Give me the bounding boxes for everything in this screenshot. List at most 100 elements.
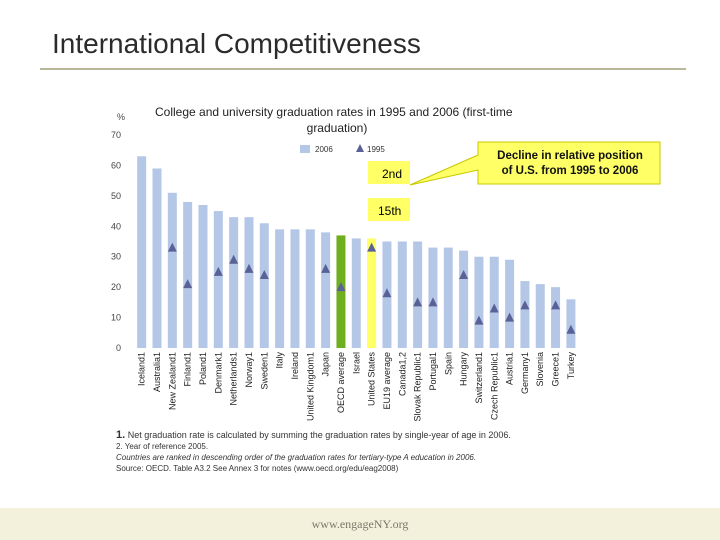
x-tick-label: Austria1 bbox=[505, 352, 515, 385]
marker-1995 bbox=[566, 324, 576, 334]
y-tick-label: 60 bbox=[111, 160, 121, 170]
note-1-text: Net graduation rate is calculated by sum… bbox=[125, 430, 511, 440]
x-tick-label: Italy bbox=[275, 352, 285, 369]
marker-1995 bbox=[382, 288, 392, 298]
bar-2006 bbox=[474, 256, 484, 348]
y-tick-label: 10 bbox=[111, 313, 121, 323]
x-tick-label: Hungary bbox=[459, 352, 469, 387]
marker-1995 bbox=[336, 282, 346, 292]
callout-line2: of U.S. from 1995 to 2006 bbox=[502, 165, 639, 177]
x-tick-label: Norway1 bbox=[244, 352, 254, 388]
bar-2006 bbox=[198, 204, 208, 348]
bar-2006 bbox=[137, 156, 147, 348]
x-tick-label: Finland1 bbox=[183, 352, 193, 387]
footer-band bbox=[0, 508, 720, 540]
y-tick-label: 70 bbox=[111, 130, 121, 140]
bar-2006 bbox=[213, 211, 223, 348]
marker-1995 bbox=[244, 263, 254, 273]
rank-1995-value: 2nd bbox=[382, 167, 402, 181]
x-tick-label: Greece1 bbox=[551, 352, 561, 387]
legend-2006-label: 2006 bbox=[315, 145, 333, 154]
bar-2006 bbox=[551, 287, 561, 348]
y-axis-label: % bbox=[117, 112, 125, 122]
bar-2006 bbox=[520, 281, 530, 348]
bar-2006 bbox=[229, 217, 239, 348]
x-tick-label: Poland1 bbox=[198, 352, 208, 385]
bar-2006 bbox=[459, 250, 469, 348]
bar-2006 bbox=[566, 299, 576, 348]
callout-line1: Decline in relative position bbox=[497, 150, 643, 162]
x-tick-label: Netherlands1 bbox=[229, 352, 239, 406]
marker-1995 bbox=[459, 269, 469, 279]
x-tick-label: Canada1,2 bbox=[397, 352, 407, 396]
x-tick-label: Israel bbox=[351, 352, 361, 374]
x-tick-label: Australia1 bbox=[152, 352, 162, 392]
x-tick-label: Ireland bbox=[290, 352, 300, 380]
x-tick-label: Turkey bbox=[566, 352, 576, 380]
bar-2006 bbox=[321, 232, 331, 348]
footer-url: www.engageNY.org bbox=[311, 517, 409, 531]
legend-2006-swatch bbox=[300, 145, 310, 153]
marker-1995 bbox=[259, 269, 269, 279]
x-tick-label: Portugal1 bbox=[428, 352, 438, 391]
legend-1995-label: 1995 bbox=[367, 145, 385, 154]
rank-2006-value: 15th bbox=[378, 204, 401, 218]
bar-2006 bbox=[413, 241, 423, 348]
marker-1995 bbox=[229, 254, 239, 264]
marker-1995 bbox=[520, 300, 530, 310]
x-tick-label: Iceland1 bbox=[137, 352, 147, 386]
marker-1995 bbox=[367, 242, 377, 252]
bar-2006 bbox=[275, 229, 285, 348]
y-tick-label: 30 bbox=[111, 252, 121, 262]
bar-2006 bbox=[505, 259, 515, 348]
bar-2006 bbox=[397, 241, 407, 348]
rank-1995-box bbox=[368, 161, 410, 184]
note-2: 2. Year of reference 2005. bbox=[116, 442, 209, 451]
bar-2006 bbox=[183, 201, 193, 348]
marker-1995 bbox=[428, 297, 438, 307]
note-1-number: 1. bbox=[116, 429, 126, 441]
x-tick-label: EU19 average bbox=[382, 352, 392, 410]
rank-1995-label: 2nd bbox=[382, 167, 402, 181]
x-tick-label: United Kingdom1 bbox=[305, 352, 315, 421]
title-divider bbox=[40, 68, 686, 70]
rank-2006-label: 15th bbox=[378, 204, 401, 218]
marker-1995 bbox=[474, 315, 484, 325]
x-tick-label: Denmark1 bbox=[213, 352, 223, 394]
note-3: Countries are ranked in descending order… bbox=[116, 453, 477, 462]
x-tick-label: Slovenia bbox=[535, 352, 545, 387]
marker-1995 bbox=[551, 300, 561, 310]
y-tick-label: 0 bbox=[116, 343, 121, 353]
note-source: Source: OECD. Table A3.2 See Annex 3 for… bbox=[116, 464, 399, 473]
bar-2006 bbox=[167, 192, 177, 348]
x-tick-label: Germany1 bbox=[520, 352, 530, 394]
bar-2006 bbox=[305, 229, 315, 348]
x-tick-label: Slovak Republic1 bbox=[413, 352, 423, 422]
legend-1995-marker bbox=[356, 144, 364, 152]
marker-1995 bbox=[167, 242, 177, 252]
x-tick-label: OECD average bbox=[336, 352, 346, 413]
x-tick-label: United States bbox=[367, 352, 377, 407]
bar-2006 bbox=[259, 223, 269, 348]
bar-2006 bbox=[336, 235, 346, 348]
x-tick-label: New Zealand1 bbox=[167, 352, 177, 410]
bar-2006 bbox=[351, 238, 361, 348]
marker-1995 bbox=[213, 266, 223, 276]
rank-2006-box bbox=[368, 198, 410, 221]
x-tick-label: Czech Republic1 bbox=[489, 352, 499, 420]
x-tick-label: Switzerland1 bbox=[474, 352, 484, 404]
marker-1995 bbox=[183, 279, 193, 289]
marker-1995 bbox=[505, 312, 515, 322]
bar-2006 bbox=[443, 247, 453, 348]
chart-title-line1: College and university graduation rates … bbox=[155, 105, 513, 119]
bar-2006 bbox=[535, 284, 545, 348]
bar-2006 bbox=[244, 217, 254, 348]
bar-2006 bbox=[152, 168, 162, 348]
note-1: 1. Net graduation rate is calculated by … bbox=[116, 430, 676, 441]
chart-title-line2: graduation) bbox=[307, 121, 368, 135]
bar-2006 bbox=[367, 238, 377, 348]
marker-1995 bbox=[321, 263, 331, 273]
y-tick-label: 50 bbox=[111, 191, 121, 201]
y-tick-label: 40 bbox=[111, 221, 121, 231]
